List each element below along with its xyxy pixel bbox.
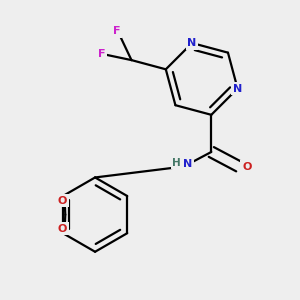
Text: N: N: [233, 83, 242, 94]
Text: O: O: [58, 224, 67, 234]
Text: H: H: [172, 158, 181, 168]
Text: N: N: [188, 38, 197, 48]
Text: O: O: [242, 161, 251, 172]
Text: F: F: [98, 49, 105, 59]
Text: F: F: [113, 26, 121, 36]
Text: N: N: [183, 159, 192, 169]
Text: O: O: [58, 196, 67, 206]
